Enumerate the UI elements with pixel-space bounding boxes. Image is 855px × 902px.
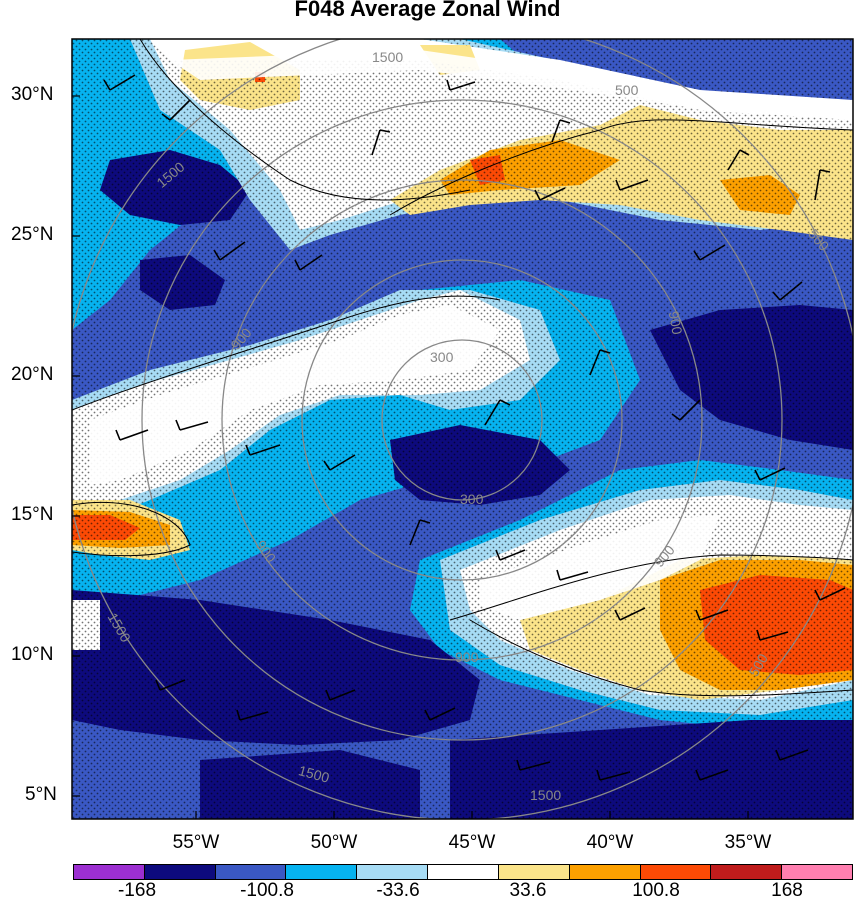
map-title: F048 Average Zonal Wind: [294, 0, 561, 21]
contour-label: 300: [460, 491, 484, 507]
colorbar-label: 100.8: [632, 880, 680, 901]
white-clear: [170, 50, 853, 118]
lat-label: 15°N: [11, 504, 54, 525]
contour-label: 900: [666, 310, 686, 336]
colorbar-swatch: [428, 865, 499, 879]
lon-label: 55°W: [172, 832, 220, 853]
lon-label: 45°W: [448, 832, 496, 853]
contour-label: 300: [430, 349, 454, 365]
lat-label: 5°N: [25, 784, 57, 805]
contour-label: 1500: [530, 787, 561, 803]
colorbar-swatch: [144, 865, 216, 879]
lat-label: 25°N: [11, 224, 54, 245]
colorbar-swatch: [498, 865, 570, 879]
colorbar-label: -168: [117, 880, 157, 901]
contour-label: 900: [455, 649, 479, 665]
colorbar-swatch: [640, 865, 712, 879]
wind-map: 1500 1500 900 300 300 900 900 900 1500 5…: [71, 38, 854, 820]
lat-label: 20°N: [11, 364, 54, 385]
lon-label: 50°W: [310, 832, 358, 853]
contour-label: 1500: [372, 49, 403, 65]
wind-barbs: [103, 74, 846, 781]
stipple-overlay: [72, 39, 853, 819]
colorbar-label: 168: [771, 880, 803, 901]
contour-label: 1500: [297, 762, 331, 786]
colorbar-swatch: [286, 865, 358, 879]
colorbar: [73, 864, 853, 880]
colorbar-swatch: [74, 865, 145, 879]
colorbar-swatch: [357, 865, 429, 879]
lon-label: 40°W: [586, 832, 634, 853]
contour-lines: [72, 39, 853, 697]
colorbar-swatch: [711, 865, 783, 879]
colorbar-label: 33.6: [509, 880, 547, 901]
white-clear: [90, 305, 500, 485]
colorbar-label: -100.8: [240, 880, 294, 901]
colorbar-swatch: [569, 865, 641, 879]
map-frame: [71, 38, 854, 820]
colorbar-label: -33.6: [376, 880, 420, 901]
lat-label: 30°N: [11, 84, 54, 105]
axis-ticks: [72, 95, 749, 819]
colorbar-swatch: [782, 865, 852, 879]
white-clear: [480, 515, 720, 620]
colorbar-swatch: [215, 865, 287, 879]
contour-label: 500: [615, 82, 639, 98]
range-rings: [72, 39, 853, 819]
lon-label: 35°W: [724, 832, 772, 853]
lat-label: 10°N: [11, 644, 54, 665]
